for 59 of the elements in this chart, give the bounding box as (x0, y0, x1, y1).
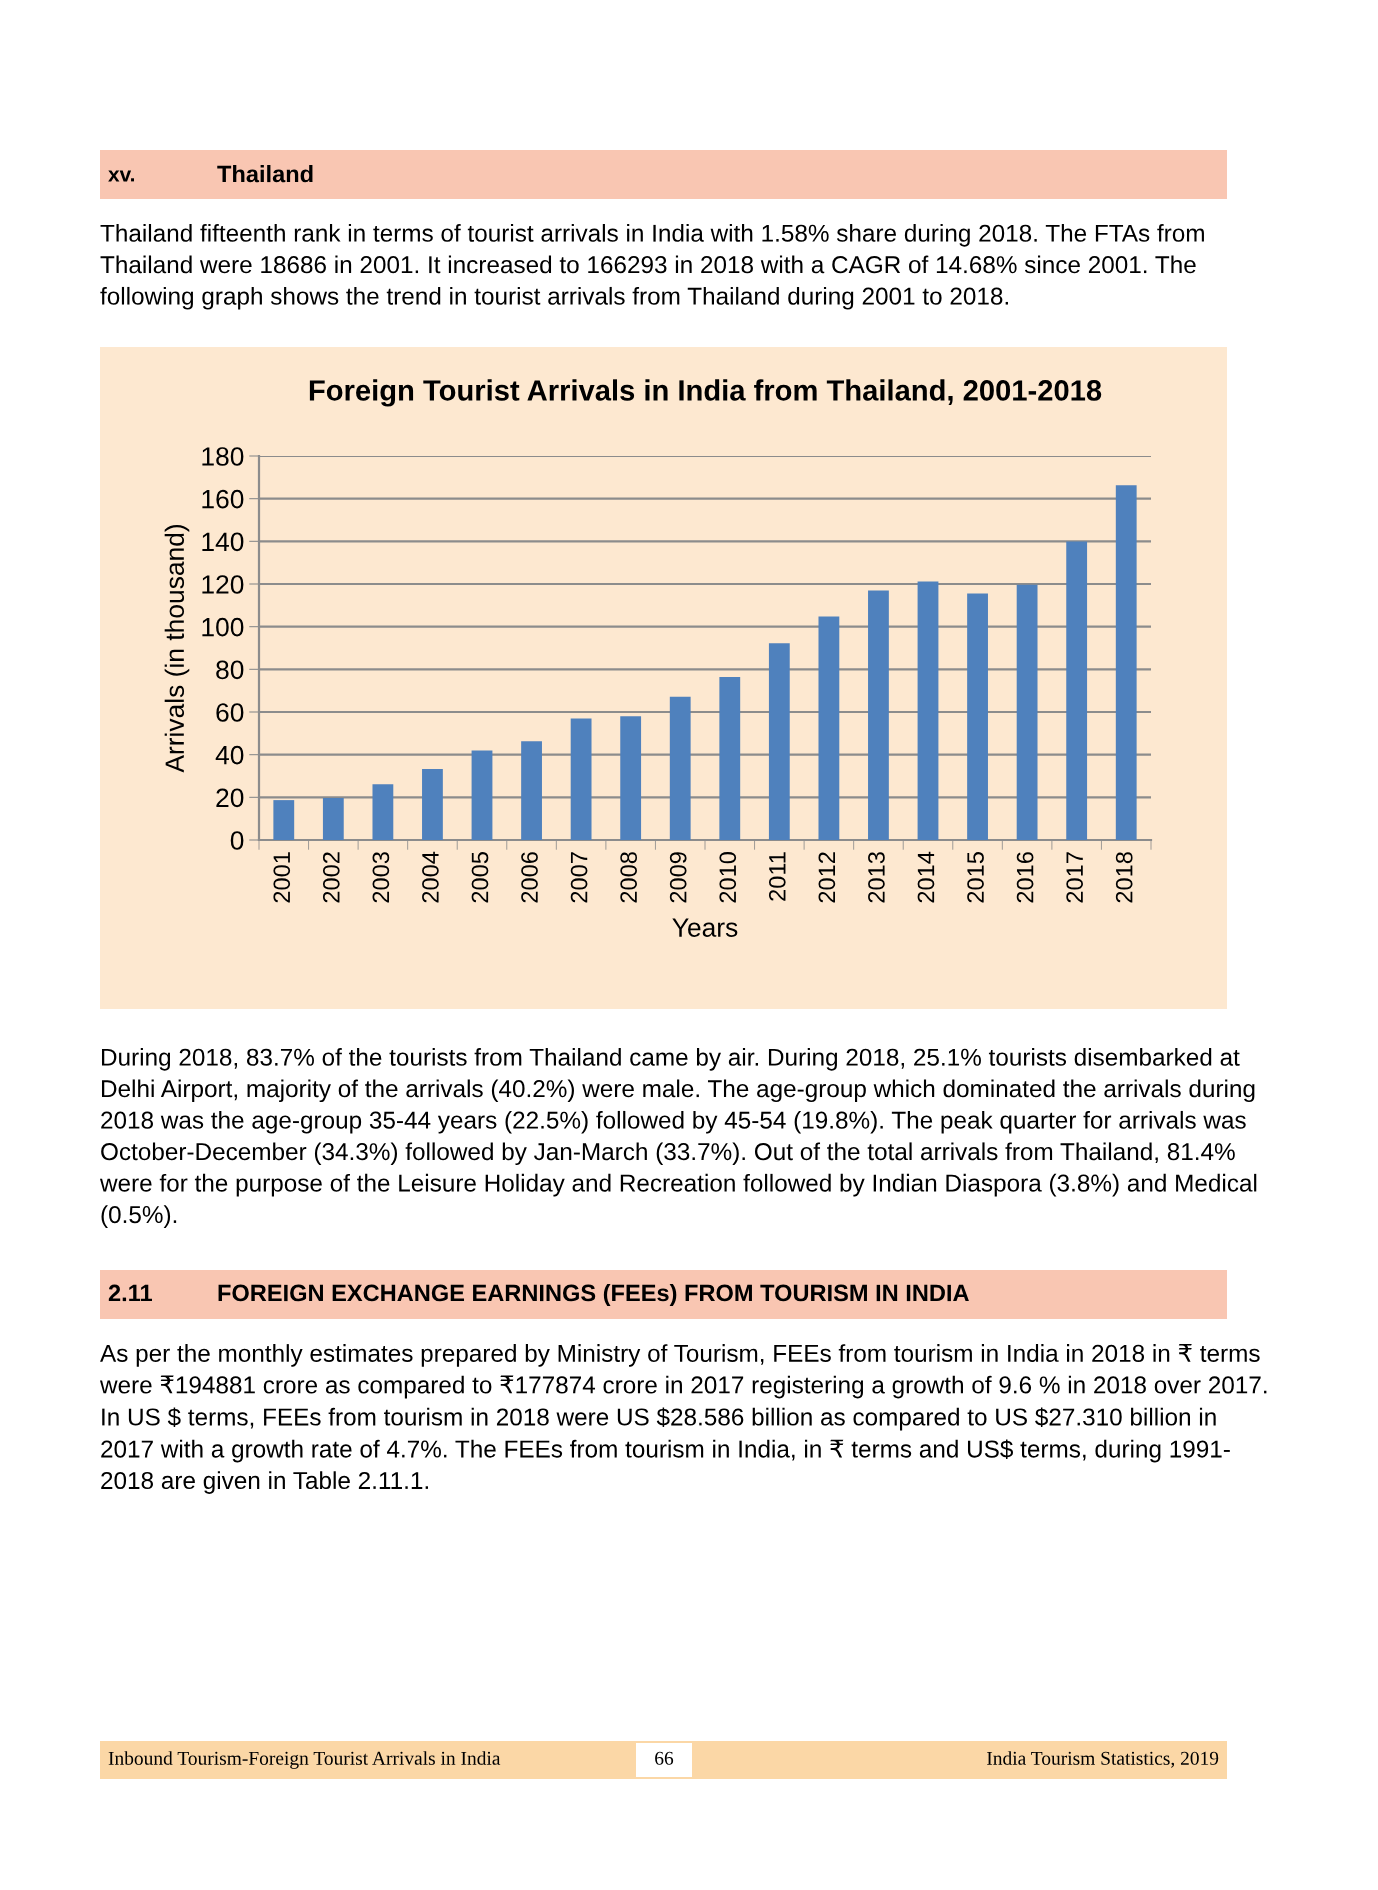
x-tick-label: 2007 (570, 852, 588, 903)
text: Thailand (217, 164, 313, 183)
x-tick-label: 2004 (422, 851, 439, 903)
bar (1016, 584, 1038, 840)
bar (620, 716, 642, 840)
x-tick-label: 2012 (818, 852, 836, 903)
bar (273, 800, 295, 840)
y-tick-label: 100 (202, 617, 244, 637)
text: FOREIGN EXCHANGE EARNINGS (FEEs) FROM TOURISM IN INDIA (218, 1283, 969, 1307)
bar (768, 643, 790, 840)
y-tick-label: 160 (202, 489, 244, 509)
x-tick-label: 2006 (521, 852, 538, 903)
y-tick-label: 140 (202, 532, 244, 552)
x-tick-label: 2001 (273, 852, 291, 903)
bar (322, 797, 344, 840)
bar (521, 741, 542, 840)
x-tick-label: 2008 (620, 852, 637, 903)
chart-title: Foreign Tourist Arrivals in India from Thailand, 2001-2018 (309, 379, 1102, 407)
bar (570, 718, 592, 840)
bar (719, 677, 741, 840)
bar (818, 616, 840, 840)
bar (471, 750, 493, 840)
y-tick-label: 60 (216, 703, 244, 722)
x-tick-label: 2002 (322, 852, 340, 903)
text: Thailand fifteenth rank in terms of tourist arrivals in India with 1.58% share during 2018. The FTAs from Thailand were 18686 in 2001. It increased to 166293 in 2018 with a CAGR of 14.68% since 2001. The following graph shows the trend in tourist arrivals from Thailand during 2001 to 2018. (100, 224, 1204, 310)
y-tick-label: 180 (202, 447, 244, 466)
x-tick-label: 2018 (1115, 852, 1133, 903)
x-tick-label: 2017 (1066, 852, 1083, 903)
text: 66 (655, 1751, 674, 1765)
text: 2.11 (108, 1284, 152, 1302)
x-tick-label: 2010 (719, 852, 737, 903)
bar (868, 590, 889, 840)
bar (372, 784, 394, 840)
x-tick-label: 2014 (917, 851, 935, 903)
bar (917, 581, 939, 840)
text: xv. (108, 170, 134, 182)
x-tick-label: 2011 (768, 852, 786, 901)
y-tick-label: 80 (216, 660, 244, 680)
x-tick-label: 2009 (669, 852, 687, 903)
y-tick-label: 40 (215, 745, 244, 765)
x-tick-label: 2013 (868, 852, 885, 903)
y-tick-label: 20 (216, 788, 244, 808)
x-axis-title: Years (672, 918, 738, 937)
bar (1115, 485, 1137, 840)
x-tick-label: 2015 (967, 852, 984, 903)
bar (967, 593, 988, 840)
bar (1066, 541, 1088, 840)
text: Inbound Tourism-Foreign Tourist Arrivals in India (108, 1751, 501, 1769)
y-axis-title: Arrivals (in thousand) (164, 524, 190, 773)
x-tick-label: 2003 (372, 852, 390, 903)
y-tick-label: 120 (202, 575, 244, 594)
y-tick-label: 0 (230, 831, 244, 850)
bar (669, 696, 691, 840)
bar (422, 768, 443, 840)
x-tick-label: 2016 (1016, 852, 1034, 903)
text: India Tourism Statistics, 2019 (987, 1751, 1219, 1768)
x-tick-label: 2005 (471, 852, 489, 903)
text: As per the monthly estimates prepared by Ministry of Tourism, FEEs from tourism in India in 2018 in ₹ terms were ₹194881 crore as compared to ₹177874 crore in 2017 registering a growth of 9.6 % in 2018 over 2017. In US $ terms, FEEs from tourism in 2018 were US $28.586 billion as compared to US $27.310 billion in 2017 with a growth rate of 4.7%. The FEEs from tourism in India, in ₹ terms and US$ terms, during 1991- 2018 are given in Table 2.11.1. (99, 1344, 1267, 1494)
text: During 2018, 83.7% of the tourists from Thailand came by air. During 2018, 25.1% tourists disembarked at Delhi Airport, majority of the arrivals (40.2%) were male. The age-group which dominated the arrivals during 2018 was the age-group 35-44 years (22.5%) followed by 45-54 (19.8%). The peak quarter for arrivals was October-December (34.3%) followed by Jan-March (33.7%). Out of the total arrivals from Thailand, 81.4% were for the purpose of the Leisure Holiday and Recreation followed by Indian Diaspora (3.8%) and Medical (0.5%). (99, 1048, 1257, 1228)
